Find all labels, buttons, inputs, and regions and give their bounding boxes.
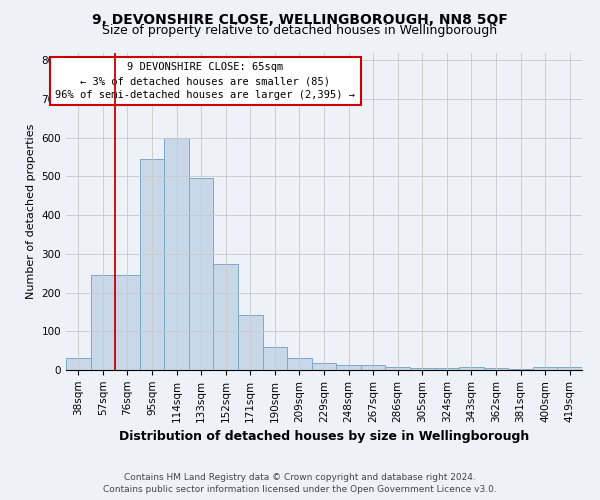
Bar <box>164 138 189 370</box>
Bar <box>459 367 484 370</box>
Bar <box>385 368 410 370</box>
Bar <box>336 365 361 370</box>
Bar <box>140 159 164 370</box>
Text: Size of property relative to detached houses in Wellingborough: Size of property relative to detached ho… <box>103 24 497 37</box>
Bar <box>238 314 263 370</box>
Bar <box>189 178 214 370</box>
Bar <box>533 367 557 370</box>
Bar <box>115 275 140 370</box>
Text: 9, DEVONSHIRE CLOSE, WELLINGBOROUGH, NN8 5QF: 9, DEVONSHIRE CLOSE, WELLINGBOROUGH, NN8… <box>92 12 508 26</box>
Bar <box>312 364 336 370</box>
Bar <box>484 368 508 370</box>
Bar <box>410 368 434 370</box>
Bar <box>263 347 287 370</box>
Bar <box>214 264 238 370</box>
X-axis label: Distribution of detached houses by size in Wellingborough: Distribution of detached houses by size … <box>119 430 529 443</box>
Bar <box>66 358 91 370</box>
Bar <box>361 366 385 370</box>
Text: Contains HM Land Registry data © Crown copyright and database right 2024.
Contai: Contains HM Land Registry data © Crown c… <box>103 473 497 494</box>
Bar <box>557 367 582 370</box>
Bar <box>287 358 312 370</box>
Bar <box>508 369 533 370</box>
Bar <box>434 368 459 370</box>
Text: 9 DEVONSHIRE CLOSE: 65sqm
← 3% of detached houses are smaller (85)
96% of semi-d: 9 DEVONSHIRE CLOSE: 65sqm ← 3% of detach… <box>55 62 355 100</box>
Bar <box>91 275 115 370</box>
Y-axis label: Number of detached properties: Number of detached properties <box>26 124 36 299</box>
